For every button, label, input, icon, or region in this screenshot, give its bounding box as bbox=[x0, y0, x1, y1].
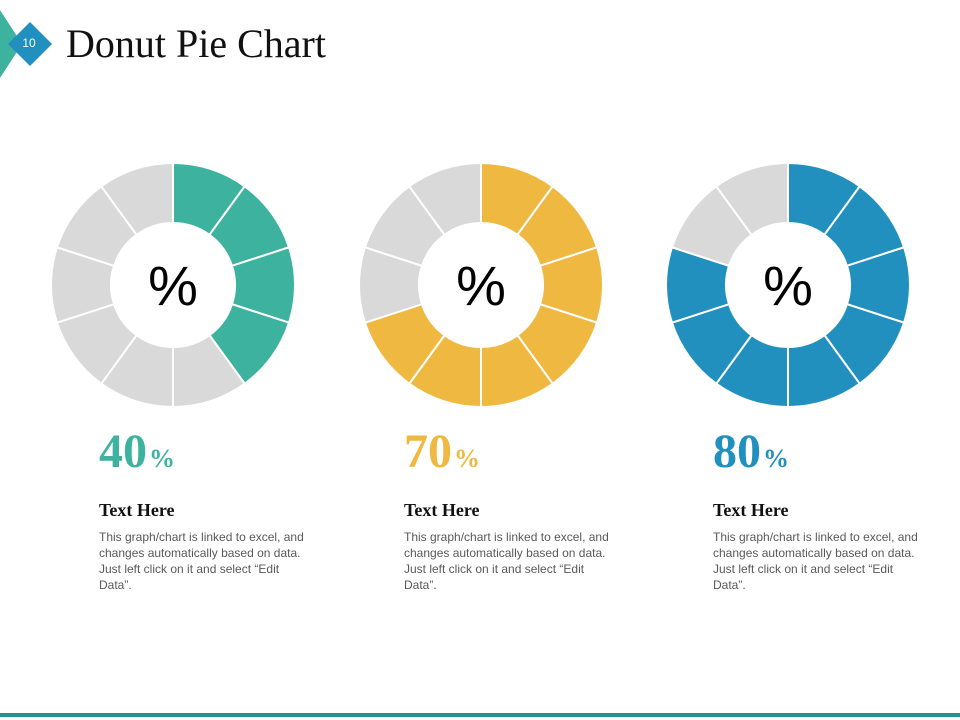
slide-number-badge bbox=[0, 10, 52, 78]
caption-description: This graph/chart is linked to excel, and… bbox=[713, 530, 918, 592]
caption-description: This graph/chart is linked to excel, and… bbox=[99, 530, 304, 592]
value-label: 70% bbox=[404, 428, 614, 484]
donut-segment-remainder bbox=[99, 162, 174, 237]
donut-segment-remainder bbox=[407, 162, 482, 237]
caption-heading: Text Here bbox=[99, 500, 175, 520]
chart-caption-block-1: 40% Text Here This graph/chart is linked… bbox=[99, 428, 309, 593]
badge-dark-diamond bbox=[8, 22, 52, 66]
value-label: 80% bbox=[713, 428, 923, 484]
donut-center-label: % bbox=[148, 254, 198, 317]
value-number: 40 bbox=[99, 425, 147, 478]
chart-caption-block-3: 80% Text Here This graph/chart is linked… bbox=[713, 428, 923, 593]
value-unit: % bbox=[763, 444, 789, 473]
donut-center-label: % bbox=[763, 254, 813, 317]
value-unit: % bbox=[454, 444, 480, 473]
donut-center-label: % bbox=[456, 254, 506, 317]
page-title: Donut Pie Chart bbox=[66, 21, 326, 66]
caption-description: This graph/chart is linked to excel, and… bbox=[404, 530, 609, 592]
caption-heading: Text Here bbox=[713, 500, 789, 520]
slide-number: 10 bbox=[22, 36, 36, 50]
caption-heading: Text Here bbox=[404, 500, 480, 520]
donut-chart-40: % bbox=[50, 162, 296, 408]
value-number: 80 bbox=[713, 425, 761, 478]
donut-segment-remainder bbox=[714, 162, 789, 237]
donut-chart-80: % bbox=[665, 162, 911, 408]
value-unit: % bbox=[149, 444, 175, 473]
bottom-rule bbox=[0, 713, 960, 717]
chart-caption-block-2: 70% Text Here This graph/chart is linked… bbox=[404, 428, 614, 593]
value-number: 70 bbox=[404, 425, 452, 478]
value-label: 40% bbox=[99, 428, 309, 484]
donut-chart-70: % bbox=[358, 162, 604, 408]
